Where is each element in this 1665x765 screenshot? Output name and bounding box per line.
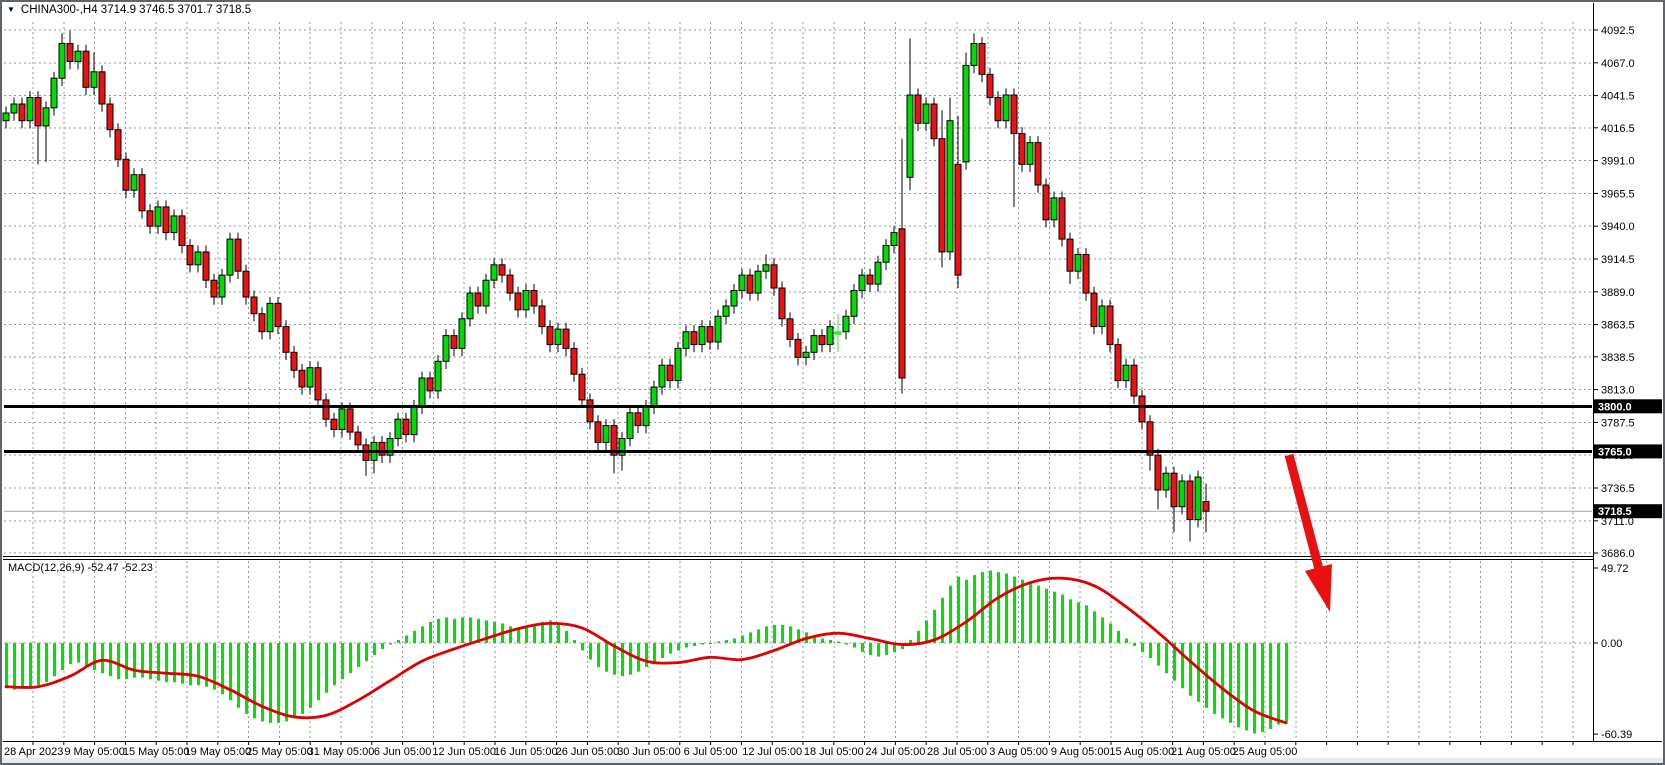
time-tick-label: 26 Jun 05:00: [556, 746, 620, 758]
symbol-dropdown-icon[interactable]: ▼: [7, 5, 15, 14]
time-tick-label: 28 Apr 2023: [4, 746, 63, 758]
price-tick-label: 3914.5: [1601, 254, 1635, 266]
svg-text:3718.5: 3718.5: [1598, 506, 1632, 518]
time-tick-label: 9 Aug 05:00: [1051, 746, 1110, 758]
price-tick-label: 3711.0: [1601, 516, 1634, 528]
price-tick-label: 4092.5: [1601, 25, 1635, 37]
price-tick-label: 3736.5: [1601, 483, 1635, 495]
candles-layer: [2, 30, 1210, 542]
chart-title: CHINA300-,H4 3714.9 3746.5 3701.7 3718.5: [20, 4, 252, 16]
time-tick-label: 19 May 05:00: [184, 746, 251, 758]
svg-text:3800.0: 3800.0: [1598, 401, 1632, 413]
time-tick-label: 18 Jul 05:00: [804, 746, 864, 758]
price-tick-label: 3838.5: [1601, 352, 1635, 364]
price-tick-label: 4067.0: [1601, 58, 1635, 70]
price-tick-label: 3991.0: [1601, 156, 1635, 168]
pane-borders: [3, 3, 1662, 742]
macd-tick-label: 49.72: [1601, 563, 1629, 575]
macd-tick-label: -60.39: [1601, 729, 1632, 741]
horizontal-level-lines[interactable]: [4, 404, 1592, 453]
time-tick-label: 16 Jun 05:00: [494, 746, 558, 758]
time-tick-label: 12 Jun 05:00: [432, 746, 496, 758]
macd-histogram: [5, 570, 1288, 734]
grid-layer: [4, 22, 1592, 740]
time-tick-label: 24 Jul 05:00: [865, 746, 925, 758]
chart-title-bar: ▼ CHINA300-,H4 3714.9 3746.5 3701.7 3718…: [7, 4, 251, 16]
price-level-tag-3800.0: 3800.0: [1594, 399, 1662, 414]
time-tick-label: 6 Jul 05:00: [684, 746, 738, 758]
time-tick-label: 30 Jun 05:00: [617, 746, 681, 758]
price-tick-label: 4016.5: [1601, 123, 1635, 135]
time-tick-label: 15 May 05:00: [123, 746, 190, 758]
time-tick-label: 6 Jun 05:00: [374, 746, 432, 758]
price-tick-label: 3787.5: [1601, 417, 1635, 429]
price-level-tag-3765.0: 3765.0: [1594, 444, 1662, 459]
time-tick-label: 12 Jul 05:00: [742, 746, 802, 758]
current-price-tag: 3718.5: [1594, 504, 1662, 519]
price-tick-label: 3863.5: [1601, 320, 1635, 332]
window-bottom-strip: [2, 758, 1663, 763]
price-tick-label: 3940.0: [1601, 221, 1635, 233]
time-tick-label: 3 Aug 05:00: [989, 746, 1048, 758]
time-tick-label: 9 May 05:00: [64, 746, 125, 758]
price-tick-label: 3813.0: [1601, 385, 1635, 397]
time-tick-label: 31 May 05:00: [308, 746, 375, 758]
price-tick-label: 4041.5: [1601, 91, 1635, 103]
axis-labels[interactable]: 4092.5 4067.0 4041.5 4016.5 3991.0 3965.5 3940…: [4, 25, 1635, 758]
time-tick-label: 21 Aug 05:00: [1171, 746, 1236, 758]
macd-indicator-label: MACD(12,26,9) -52.47 -52.23: [8, 562, 153, 574]
time-tick-label: 28 Jul 05:00: [927, 746, 987, 758]
svg-text:3765.0: 3765.0: [1598, 446, 1632, 458]
price-tick-label: 3889.0: [1601, 287, 1635, 299]
time-tick-label: 15 Aug 05:00: [1109, 746, 1174, 758]
time-tick-label: 25 May 05:00: [246, 746, 313, 758]
price-tick-label: 3965.5: [1601, 188, 1635, 200]
sell-arrow-annotation[interactable]: [1284, 453, 1332, 612]
macd-signal-line: [4, 576, 1288, 725]
macd-tick-label: 0.00: [1601, 638, 1622, 650]
price-tick-label: 3686.0: [1601, 548, 1635, 560]
time-tick-label: 25 Aug 05:00: [1233, 746, 1298, 758]
